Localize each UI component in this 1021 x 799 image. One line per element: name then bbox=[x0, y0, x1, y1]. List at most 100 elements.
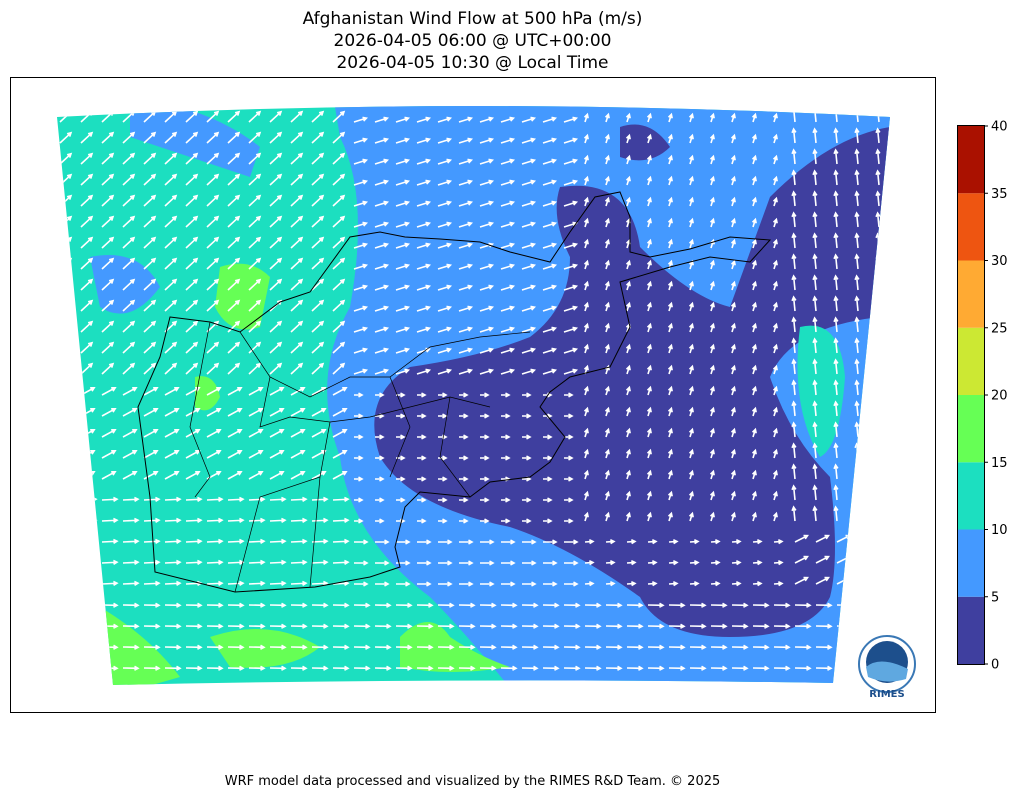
wind-arrow bbox=[101, 320, 115, 333]
wind-arrow bbox=[206, 517, 224, 524]
wind-arrow bbox=[416, 602, 434, 608]
wind-arrow bbox=[626, 602, 644, 608]
wind-arrow bbox=[374, 347, 390, 354]
wind-arrow bbox=[416, 644, 434, 650]
wind-arrow bbox=[80, 236, 94, 249]
wind-arrow bbox=[332, 131, 346, 144]
wind-arrow bbox=[584, 581, 595, 587]
wind-arrow bbox=[143, 299, 157, 312]
wind-arrow bbox=[833, 379, 839, 396]
wind-arrow bbox=[521, 263, 537, 270]
wind-arrow bbox=[354, 560, 369, 566]
wind-arrow bbox=[668, 539, 679, 545]
wind-arrow bbox=[80, 341, 94, 354]
wind-arrow bbox=[164, 429, 180, 438]
wind-arrow bbox=[101, 194, 115, 207]
wind-arrow bbox=[164, 173, 178, 186]
colorbar-band bbox=[958, 260, 984, 328]
wind-arrow bbox=[332, 236, 346, 249]
wind-arrow bbox=[227, 496, 245, 503]
wind-arrow bbox=[248, 257, 262, 270]
wind-arrow bbox=[143, 152, 157, 165]
wind-arrow bbox=[500, 665, 518, 671]
wind-arrow bbox=[772, 385, 778, 396]
wind-arrow bbox=[101, 152, 115, 165]
wind-arrow bbox=[542, 242, 558, 249]
wind-arrow bbox=[311, 257, 325, 270]
wind-arrow bbox=[772, 511, 778, 522]
wind-arrow bbox=[332, 665, 350, 671]
wind-arrow bbox=[437, 158, 453, 165]
wind-arrow bbox=[709, 196, 715, 207]
wind-arrow bbox=[374, 644, 392, 650]
wind-arrow bbox=[375, 518, 385, 524]
wind-arrow bbox=[521, 179, 537, 186]
wind-arrow bbox=[417, 476, 427, 482]
wind-arrow bbox=[395, 602, 413, 608]
wind-arrow bbox=[773, 539, 784, 545]
wind-arrow bbox=[332, 602, 350, 608]
title-line-3: 2026-04-05 10:30 @ Local Time bbox=[336, 53, 609, 73]
wind-arrow bbox=[479, 326, 495, 333]
wind-arrow bbox=[290, 665, 308, 671]
wind-arrow bbox=[604, 490, 610, 501]
wind-arrow bbox=[248, 517, 266, 524]
wind-arrow bbox=[185, 236, 199, 249]
wind-arrow bbox=[752, 560, 763, 566]
wind-arrow bbox=[833, 484, 839, 501]
wind-arrow bbox=[833, 127, 839, 144]
wind-arrow bbox=[521, 665, 539, 671]
wind-arrow bbox=[143, 602, 161, 608]
wind-arrow bbox=[604, 469, 610, 480]
wind-arrow bbox=[730, 133, 736, 144]
wind-arrow bbox=[290, 362, 304, 375]
wind-arrow bbox=[395, 116, 411, 123]
wind-arrow bbox=[833, 358, 839, 375]
wind-arrow bbox=[667, 322, 673, 333]
wind-arrow bbox=[143, 215, 157, 228]
wind-arrow bbox=[521, 200, 537, 207]
wind-arrow bbox=[290, 173, 304, 186]
speed-band-0-5 bbox=[374, 127, 890, 637]
wind-arrow bbox=[458, 242, 474, 249]
wind-arrow bbox=[500, 368, 516, 375]
wind-arrow bbox=[751, 301, 757, 312]
wind-arrow bbox=[833, 190, 839, 207]
wind-arrow bbox=[459, 497, 469, 503]
wind-arrow bbox=[206, 341, 220, 354]
wind-arrow bbox=[311, 152, 325, 165]
wind-arrow bbox=[143, 559, 161, 566]
wind-arrow bbox=[353, 242, 369, 249]
wind-arrow bbox=[625, 154, 631, 165]
wind-arrow bbox=[395, 368, 411, 375]
wind-arrow bbox=[730, 427, 736, 438]
wind-arrow bbox=[290, 517, 308, 524]
wind-arrow bbox=[583, 406, 589, 417]
wind-arrow bbox=[625, 448, 631, 459]
wind-arrow bbox=[395, 242, 411, 249]
wind-arrow bbox=[248, 408, 264, 417]
wind-arrow bbox=[730, 343, 736, 354]
wind-arrow bbox=[101, 559, 119, 566]
wind-arrow bbox=[164, 278, 178, 291]
wind-arrow bbox=[437, 326, 453, 333]
wind-arrow bbox=[667, 469, 673, 480]
wind-arrow bbox=[227, 362, 241, 375]
wind-arrow bbox=[227, 299, 241, 312]
wind-arrow bbox=[396, 413, 406, 419]
wind-arrow bbox=[710, 539, 721, 545]
wind-arrow bbox=[773, 581, 784, 587]
wind-arrow bbox=[791, 148, 797, 165]
wind-arrow bbox=[164, 387, 180, 396]
wind-arrow bbox=[311, 623, 329, 629]
wind-arrow bbox=[501, 539, 516, 545]
wind-arrow bbox=[374, 665, 392, 671]
wind-arrow bbox=[269, 173, 283, 186]
wind-arrow bbox=[646, 469, 652, 480]
wind-arrow bbox=[791, 316, 797, 333]
wind-arrow bbox=[688, 469, 694, 480]
wind-arrow bbox=[290, 131, 304, 144]
wind-arrow bbox=[501, 392, 511, 398]
wind-arrow bbox=[417, 413, 427, 419]
wind-arrow bbox=[667, 154, 673, 165]
